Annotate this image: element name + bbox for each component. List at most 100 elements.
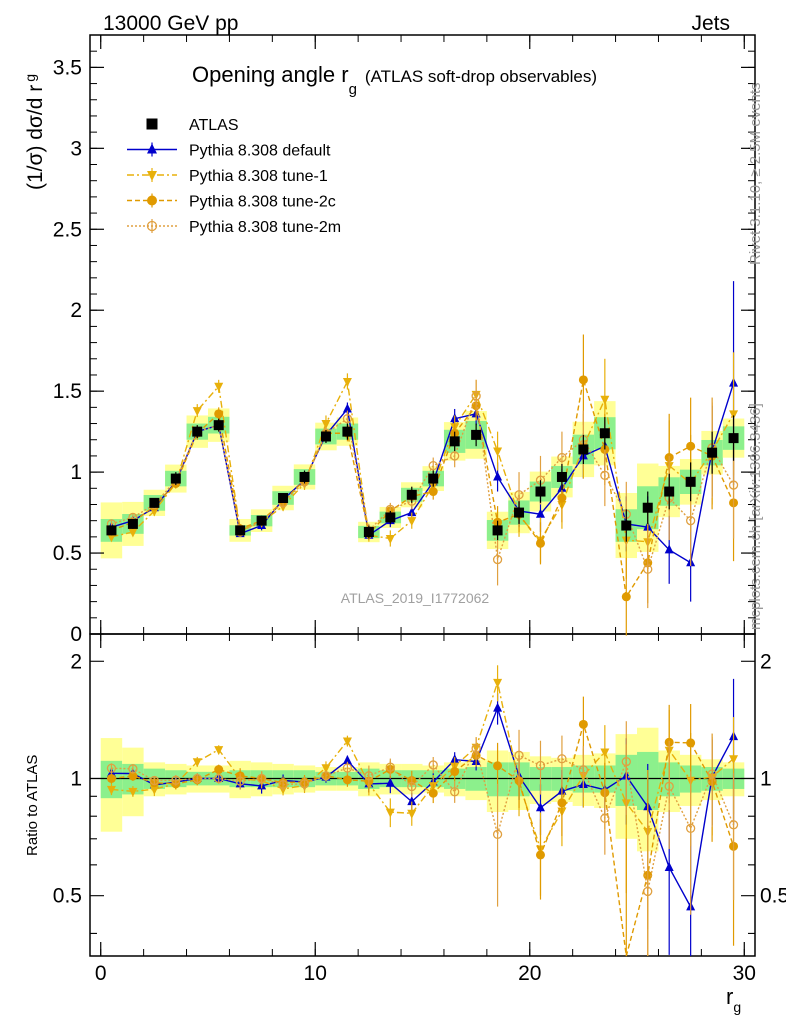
ratio-point bbox=[686, 738, 696, 748]
ratio-point bbox=[643, 886, 653, 897]
data-point bbox=[492, 554, 503, 565]
ratio-y-tick-label: 0.5 bbox=[53, 885, 82, 908]
ratio-frame bbox=[89, 633, 756, 957]
data-point bbox=[214, 382, 224, 392]
ratio-point bbox=[106, 773, 116, 783]
data-point bbox=[256, 515, 267, 526]
ratio-point bbox=[535, 802, 545, 812]
data-point bbox=[320, 431, 331, 442]
data-point bbox=[342, 377, 352, 387]
data-point bbox=[642, 502, 653, 513]
legend-label: ATLAS bbox=[189, 117, 239, 134]
data-point bbox=[363, 527, 374, 538]
data-point bbox=[428, 473, 439, 484]
ratio-point bbox=[299, 779, 310, 789]
data-point bbox=[342, 426, 353, 437]
ratio-point bbox=[256, 773, 267, 784]
ratio-point bbox=[106, 785, 116, 795]
ratio-point bbox=[685, 823, 696, 833]
data-point bbox=[149, 497, 160, 508]
ratio-point bbox=[493, 678, 503, 688]
data-point bbox=[557, 493, 567, 503]
y-tick-label: 3.5 bbox=[53, 56, 82, 79]
legend-marker bbox=[146, 220, 158, 232]
data-point bbox=[170, 473, 181, 484]
data-point bbox=[385, 512, 396, 523]
data-point bbox=[600, 470, 610, 480]
legend-marker bbox=[147, 143, 157, 154]
legend: ATLAS Pythia 8.308 default Pythia 8.308 tu… bbox=[127, 117, 341, 236]
ratio-point bbox=[321, 764, 331, 774]
ratio-point bbox=[407, 809, 417, 819]
data-point bbox=[235, 525, 246, 536]
ratio-point bbox=[600, 748, 610, 758]
ratio-series-line bbox=[111, 679, 735, 851]
y-tick-label: 2 bbox=[70, 299, 82, 322]
ratio-point bbox=[149, 775, 160, 786]
header-right: Jets bbox=[691, 12, 730, 35]
data-point bbox=[535, 508, 545, 518]
x-tick-label: 10 bbox=[304, 962, 327, 985]
legend-label: Pythia 8.308 tune-2c bbox=[189, 194, 336, 211]
data-point bbox=[493, 447, 503, 457]
y-axis-label-text: (1/σ) dσ/d r bbox=[24, 85, 47, 190]
legend-label: Pythia 8.308 tune-2m bbox=[189, 219, 341, 236]
ratio-point bbox=[493, 702, 503, 712]
data-point bbox=[514, 490, 524, 500]
y-tick-label: 0.5 bbox=[53, 542, 82, 565]
legend-entry: Pythia 8.308 tune-2m bbox=[127, 219, 341, 236]
ratio-point bbox=[578, 719, 588, 729]
data-point bbox=[428, 487, 438, 497]
ratio-y-tick-label: 2 bbox=[70, 650, 82, 673]
ratio-point bbox=[128, 764, 138, 774]
data-point bbox=[192, 407, 202, 417]
x-tick-label: 30 bbox=[733, 962, 756, 985]
data-point bbox=[556, 471, 567, 482]
ratio-series bbox=[106, 665, 739, 957]
legend-marker bbox=[146, 118, 158, 130]
data-point bbox=[407, 517, 417, 527]
x-axis-label-text: r bbox=[726, 984, 733, 1009]
data-point bbox=[278, 493, 289, 504]
data-point bbox=[493, 471, 503, 481]
ratio-point bbox=[450, 787, 460, 797]
data-point bbox=[213, 420, 224, 431]
series-line bbox=[111, 395, 735, 572]
data-point bbox=[707, 447, 718, 458]
data-point bbox=[127, 518, 138, 529]
y-tick-label: 1.5 bbox=[53, 380, 82, 403]
data-point bbox=[106, 525, 117, 536]
ratio-point bbox=[492, 829, 503, 839]
ratio-point bbox=[600, 813, 610, 823]
y-tick-label: 3 bbox=[70, 137, 82, 160]
y-axis-label-sub: g bbox=[22, 74, 38, 82]
title-paren: (ATLAS soft-drop observables) bbox=[365, 67, 597, 86]
title-main: Opening angle r bbox=[192, 62, 349, 87]
x-axis-label-sub: g bbox=[733, 999, 741, 1015]
ratio-point bbox=[557, 798, 567, 808]
data-point bbox=[342, 403, 352, 413]
data-point bbox=[664, 544, 674, 554]
ratio-point bbox=[214, 765, 224, 775]
top-series bbox=[106, 281, 739, 636]
ratio-point bbox=[385, 808, 395, 818]
y-tick-label: 0 bbox=[70, 623, 82, 646]
data-point bbox=[685, 476, 696, 487]
data-point bbox=[128, 528, 138, 538]
x-axis-label: rg bbox=[726, 984, 741, 1015]
top-axes: 0 0.5 1 1.5 2 2.5 3 3.5 bbox=[53, 35, 755, 646]
data-point bbox=[492, 525, 503, 536]
ratio-point bbox=[171, 775, 181, 785]
data-point bbox=[342, 414, 353, 424]
data-point bbox=[578, 444, 589, 455]
ratio-point bbox=[385, 777, 395, 787]
series-0 bbox=[106, 415, 739, 542]
analysis-id: ATLAS_2019_I1772062 bbox=[341, 590, 490, 606]
data-point bbox=[664, 486, 675, 497]
legend-entry: Pythia 8.308 tune-2c bbox=[127, 193, 336, 211]
legend-label: Pythia 8.308 tune-1 bbox=[189, 168, 328, 185]
ratio-point bbox=[407, 781, 417, 792]
data-point bbox=[599, 428, 610, 439]
ratio-y-tick-label: 1 bbox=[760, 767, 772, 790]
